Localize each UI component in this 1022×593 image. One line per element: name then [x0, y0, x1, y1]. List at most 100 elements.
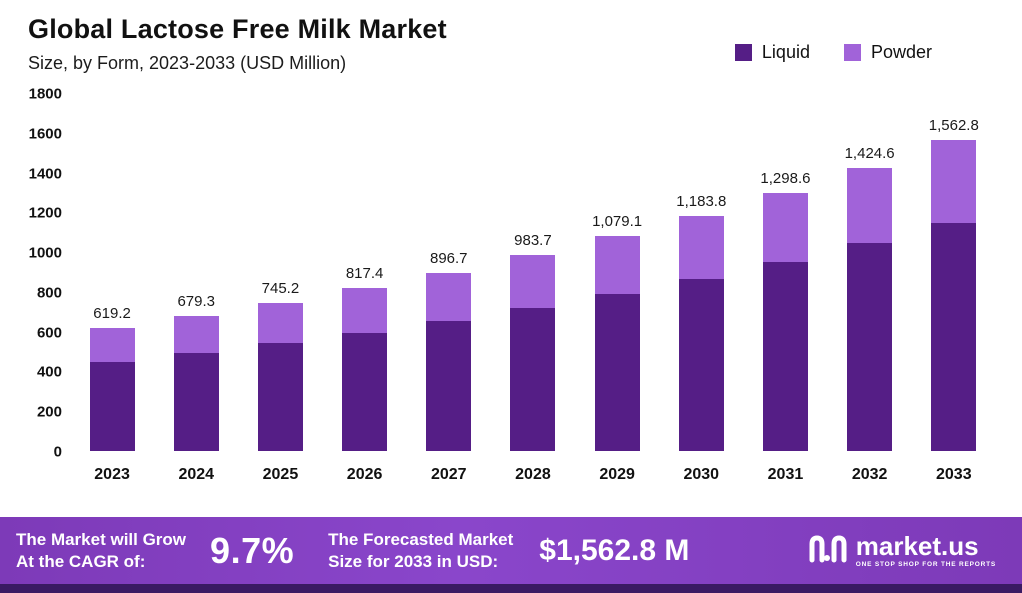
legend-swatch-liquid — [734, 44, 752, 61]
bar-total-label: 745.2 — [261, 279, 300, 297]
bar-group-2032: 1,424.6 — [831, 94, 909, 451]
x-label-2033: 2033 — [936, 466, 972, 483]
bar-segment-powder-2026 — [342, 288, 388, 333]
legend-item-liquid: Liquid — [734, 42, 810, 63]
bar-group-2033: 1,562.8 — [915, 94, 993, 451]
plot-column: 619.2 679.3 745.2 817.4 896.7 983.7 1,079.1 1,1… — [70, 84, 996, 484]
bar-segment-powder-2029 — [594, 236, 640, 294]
cagr-label-line1: The Market will Grow — [16, 530, 187, 550]
bar-group-2027: 896.7 — [410, 94, 488, 451]
chart-area: 0 200 400 600 800 1000 1200 1400 1600 1800 619.2 6… — [0, 78, 1022, 484]
bar-segment-powder-2030 — [678, 215, 724, 279]
bar-stack-2028 — [510, 255, 556, 451]
y-tick-200: 200 — [36, 403, 62, 421]
bar-segment-liquid-2029 — [594, 293, 640, 451]
bar-stack-2027 — [426, 272, 472, 451]
cagr-label: The Market will Grow At the CAGR of: — [16, 529, 186, 572]
bar-segment-liquid-2023 — [89, 361, 135, 451]
bar-segment-liquid-2032 — [847, 243, 893, 451]
bar-total-label: 679.3 — [177, 292, 216, 310]
bar-segment-liquid-2024 — [173, 352, 219, 451]
bar-total-label: 1,079.1 — [592, 213, 643, 231]
y-tick-1000: 1000 — [28, 244, 62, 262]
forecast-label-line1: The Forecasted Market — [328, 530, 514, 550]
legend-item-powder: Powder — [843, 42, 932, 63]
bar-total-label: 896.7 — [429, 249, 468, 267]
x-label-2026: 2026 — [346, 466, 383, 483]
bar-stack-2025 — [257, 302, 303, 451]
bar-total-label: 619.2 — [93, 304, 131, 322]
bar-segment-liquid-2026 — [342, 332, 388, 451]
bar-group-2029: 1,079.1 — [578, 94, 656, 451]
x-label-2023: 2023 — [94, 466, 130, 483]
page-subtitle: Size, by Form, 2023-2033 (USD Million) — [28, 53, 347, 73]
bar-total-label: 817.4 — [345, 265, 384, 283]
y-tick-0: 0 — [53, 443, 62, 461]
bar-segment-liquid-2030 — [678, 278, 724, 451]
x-label-2032: 2032 — [851, 466, 888, 483]
bar-stack-2033 — [931, 140, 977, 451]
footer-banner: The Market will Grow At the CAGR of: 9.7… — [0, 517, 1022, 584]
bar-segment-powder-2028 — [510, 255, 556, 308]
x-label-2024: 2024 — [178, 466, 215, 483]
y-tick-400: 400 — [36, 363, 62, 381]
bar-total-label: 1,183.8 — [676, 192, 727, 210]
bar-segment-liquid-2027 — [426, 320, 472, 451]
bar-total-label: 1,562.8 — [928, 117, 979, 135]
bar-stack-2032 — [847, 167, 893, 451]
cagr-value: 9.7% — [210, 529, 295, 571]
bar-segment-liquid-2033 — [931, 223, 977, 451]
chart-legend: Liquid Powder — [734, 42, 932, 63]
x-label-2031: 2031 — [767, 466, 804, 483]
bar-group-2026: 817.4 — [326, 94, 404, 451]
chart-header: Global Lactose Free Milk Market Size, by… — [0, 0, 1022, 78]
bar-segment-powder-2025 — [257, 302, 303, 343]
bar-group-2023: 619.2 — [73, 94, 151, 451]
bar-total-label: 983.7 — [514, 232, 552, 250]
bar-segment-liquid-2031 — [762, 262, 808, 451]
bar-stack-2024 — [173, 315, 219, 451]
bar-segment-powder-2031 — [762, 192, 808, 263]
bar-group-2030: 1,183.8 — [662, 94, 740, 451]
forecast-label-line2: Size for 2033 in USD: — [328, 551, 499, 571]
brand-tagline: ONE STOP SHOP FOR THE REPORTS — [855, 560, 996, 568]
y-tick-1200: 1200 — [28, 204, 62, 222]
y-tick-1800: 1800 — [28, 85, 62, 103]
bar-stack-2023 — [89, 327, 135, 451]
bar-total-label: 1,298.6 — [760, 169, 811, 187]
x-label-2028: 2028 — [515, 466, 551, 483]
x-label-2027: 2027 — [430, 466, 467, 483]
bar-segment-powder-2024 — [173, 315, 219, 353]
y-axis: 0 200 400 600 800 1000 1200 1400 1600 1800 — [16, 86, 70, 461]
footer-strip — [0, 584, 1022, 593]
cagr-label-line2: At the CAGR of: — [16, 551, 146, 571]
marketus-logo-icon — [808, 530, 848, 571]
bar-group-2028: 983.7 — [494, 94, 572, 451]
legend-label: Powder — [870, 42, 932, 62]
brand-text: market.us ONE STOP SHOP FOR THE REPORTS — [856, 533, 996, 569]
bar-group-2025: 745.2 — [241, 94, 319, 451]
bar-total-label: 1,424.6 — [844, 144, 895, 162]
bar-plot: 619.2 679.3 745.2 817.4 896.7 983.7 1,079.1 1,1… — [70, 94, 996, 452]
bar-segment-liquid-2025 — [257, 342, 303, 451]
brand-logo: market.us ONE STOP SHOP FOR THE REPORTS — [808, 530, 996, 571]
bar-segment-powder-2032 — [847, 167, 893, 244]
y-tick-1600: 1600 — [28, 125, 62, 143]
bar-segment-powder-2033 — [931, 140, 977, 224]
title-block: Global Lactose Free Milk Market Size, by… — [28, 14, 447, 74]
bar-stack-2029 — [594, 236, 640, 451]
bar-stack-2026 — [342, 288, 388, 451]
bar-segment-powder-2023 — [89, 327, 135, 362]
x-label-2030: 2030 — [683, 466, 720, 483]
x-label-2029: 2029 — [599, 466, 635, 483]
bar-segment-liquid-2028 — [510, 307, 556, 451]
bar-group-2031: 1,298.6 — [746, 94, 824, 451]
bar-stack-2031 — [762, 192, 808, 451]
forecast-label: The Forecasted Market Size for 2033 in U… — [328, 529, 513, 572]
legend-label: Liquid — [761, 42, 810, 62]
page-title: Global Lactose Free Milk Market — [28, 14, 447, 44]
legend-swatch-powder — [843, 44, 861, 61]
y-tick-800: 800 — [36, 284, 62, 302]
forecast-value: $1,562.8 M — [539, 533, 690, 567]
y-tick-1400: 1400 — [28, 165, 62, 183]
